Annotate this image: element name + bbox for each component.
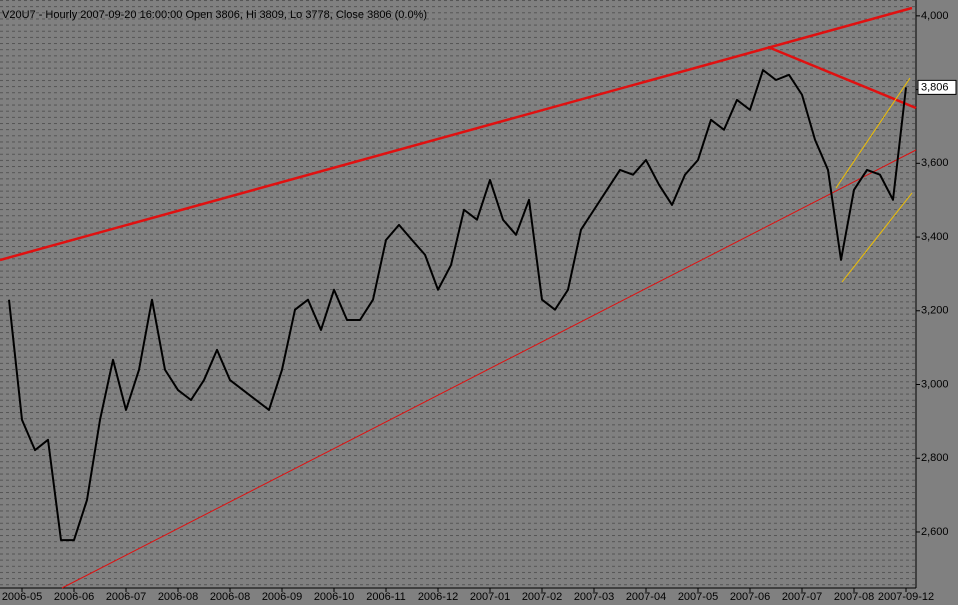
trend-lines [0, 6, 917, 589]
x-tick-label: 2007-07 [782, 591, 822, 603]
minor-grid [0, 0, 916, 588]
trend-line [841, 192, 913, 283]
price-line [8, 69, 907, 542]
x-tick-label: 2007-08 [834, 591, 874, 603]
trend-line [61, 149, 917, 589]
x-tick-label: 2006-08 [158, 591, 198, 603]
x-tick-label: 2007-06 [730, 591, 770, 603]
x-tick-label: 2007-01 [470, 591, 510, 603]
x-tick-label: 2007-03 [574, 591, 614, 603]
trend-line [767, 45, 917, 110]
y-tick-label: 3,000 [921, 378, 949, 390]
x-tick-label: 2007-04 [626, 591, 666, 603]
chart-title: V20U7 - Hourly 2007-09-20 16:00:00 Open … [2, 9, 427, 21]
x-tick-label: 2007-05 [678, 591, 718, 603]
y-axis-bg [916, 0, 958, 605]
trend-line [0, 6, 913, 262]
y-tick-label: 3,600 [921, 157, 949, 169]
last-price-box [917, 79, 957, 95]
x-tick-label: 2006-12 [418, 591, 458, 603]
trend-line [835, 77, 911, 189]
y-tick-label: 2,800 [921, 452, 949, 464]
x-tick-label: 2006-09 [262, 591, 302, 603]
x-tick-label: 2006-10 [314, 591, 354, 603]
x-tick-label: 2006-05 [2, 591, 42, 603]
last-price-label: 3,806 [921, 81, 949, 93]
x-tick-label: 2007-02 [522, 591, 562, 603]
y-tick-label: 3,400 [921, 231, 949, 243]
y-tick-label: 4,000 [921, 10, 949, 22]
x-tick-label: 2006-06 [54, 591, 94, 603]
x-tick-label: 2006-07 [106, 591, 146, 603]
x-tick-label: 2007-09-12 [878, 591, 934, 603]
y-tick-label: 3,200 [921, 305, 949, 317]
y-tick-label: 2,600 [921, 526, 949, 538]
x-tick-label: 2006-11 [366, 591, 406, 603]
x-tick-label: 2006-08 [210, 591, 250, 603]
